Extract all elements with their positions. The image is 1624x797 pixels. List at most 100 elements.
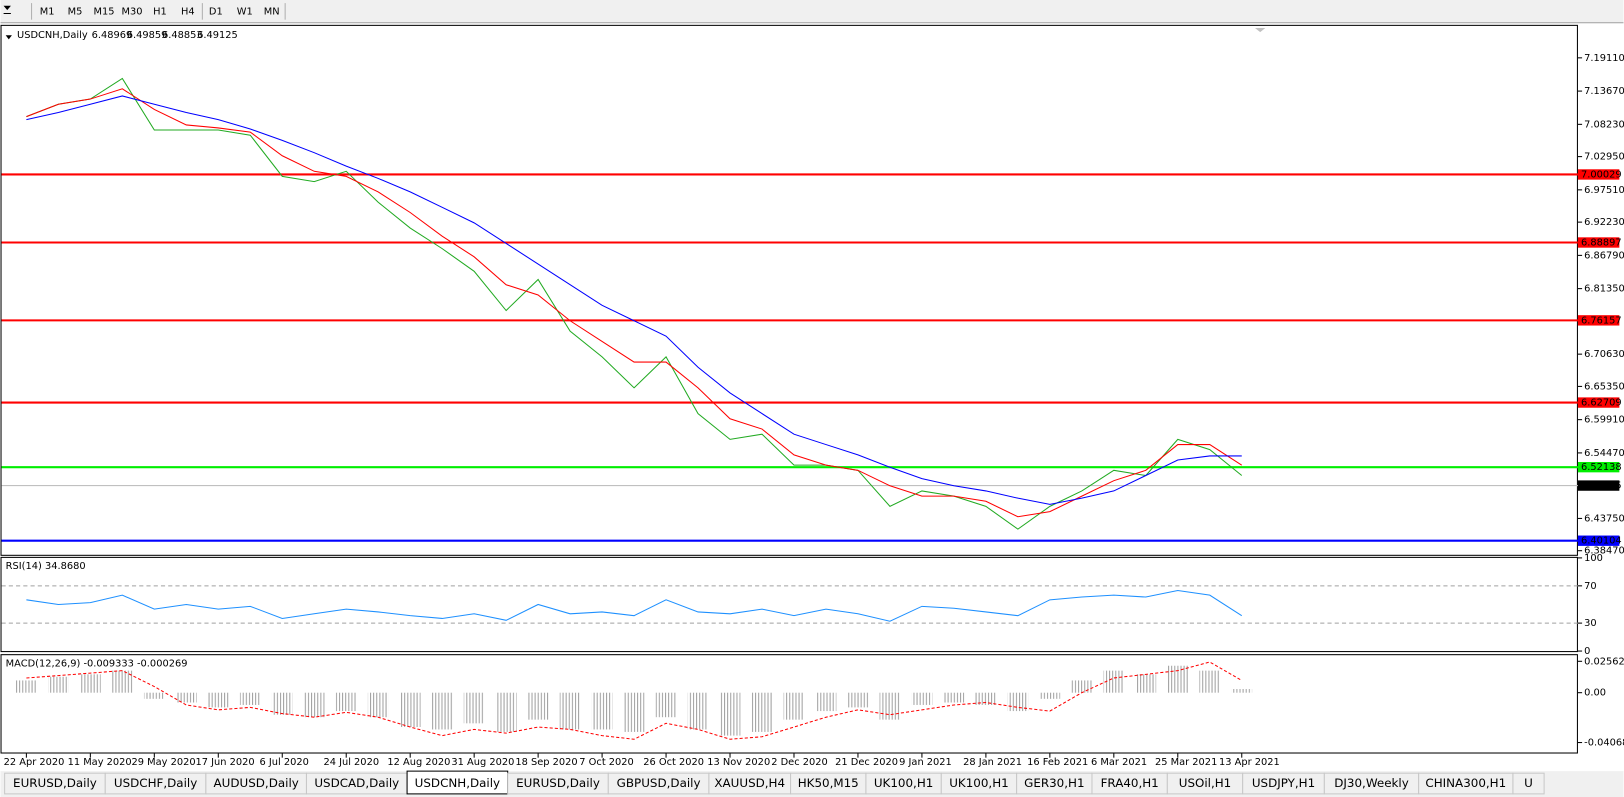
x-tick-label: 7 Oct 2020 [579,757,634,768]
macd-bar [1071,680,1093,693]
symbol-tab-label[interactable]: DJ30,Weekly [1334,776,1409,790]
y-tick-label: 6.81350 [1584,284,1624,295]
ohlc-value: 6.48853 [162,30,203,41]
y-tick-label: 7.13670 [1584,86,1624,97]
symbol-tab-label[interactable]: USDCAD,Daily [314,776,399,790]
timeframe-button-label[interactable]: M1 [40,6,55,17]
macd-bar [1135,674,1157,693]
level-label-box [1577,535,1620,546]
symbol-tab-label[interactable]: FRA40,H1 [1101,776,1159,790]
timeframe-button-label[interactable]: MN [264,6,280,17]
y-tick-label: -0.040687 [1584,738,1624,749]
timeframe-button[interactable] [119,2,145,20]
y-tick-label: 30 [1584,618,1597,629]
macd-bar [495,692,517,732]
macd-bar [1167,665,1189,693]
symbol-tab[interactable] [1512,772,1545,795]
current-price-box [1577,480,1620,491]
symbol-tab-label[interactable]: USDCHF,Daily [114,776,197,790]
macd-bar [1231,689,1253,693]
symbol-tab-label[interactable]: UK100,H1 [874,776,933,790]
timeframe-button[interactable] [175,2,201,20]
symbol-tab-label[interactable]: USOil,H1 [1179,776,1232,790]
timeframe-button-label[interactable]: D1 [209,6,223,17]
timeframe-button-label[interactable]: M30 [121,6,142,17]
ohlc-value: 6.49859 [127,30,168,41]
timeframe-button[interactable] [259,2,285,20]
macd-bar [719,692,741,736]
y-tick-label: 70 [1584,581,1597,592]
symbol-tab-label[interactable]: GBPUSD,Daily [617,776,701,790]
macd-bar [751,692,773,732]
y-tick-label: 6.92230 [1584,217,1624,228]
timeframe-button[interactable] [147,2,173,20]
timeframe-button[interactable] [91,2,117,20]
y-tick-label: 6.70630 [1584,349,1624,360]
timeframe-button-label[interactable]: M5 [68,6,83,17]
macd-bar [431,692,453,730]
timeframe-button-label[interactable]: H1 [153,6,167,17]
timeframe-button-label[interactable]: H4 [181,6,195,17]
macd-bar [335,692,357,712]
x-tick-label: 26 Oct 2020 [643,757,704,768]
macd-bar [207,692,229,708]
y-tick-label: 6.65350 [1584,381,1624,392]
symbol-tab-label[interactable]: USDCNH,Daily [415,776,500,790]
toolbar-icon [3,5,11,14]
x-tick-label: 6 Jul 2020 [259,757,308,768]
level-label: 6.62709 [1581,398,1622,409]
y-tick-label: 6.54470 [1584,448,1624,459]
indicator-title: MACD(12,26,9) -0.009333 -0.000269 [6,658,188,669]
level-label: 6.76157 [1581,315,1622,326]
symbol-title: USDCNH,Daily [17,30,88,41]
symbol-tab-label[interactable]: CHINA300,H1 [1425,776,1506,790]
y-tick-label: 0.00 [1584,688,1606,699]
price-panel [0,24,1578,556]
level-label: 7.00029 [1581,169,1622,180]
symbol-tab-label[interactable]: U [1524,776,1533,790]
timeframe-button-label[interactable]: M15 [94,6,115,17]
symbol-tab-label[interactable]: GER30,H1 [1024,776,1084,790]
symbol-tab-label[interactable]: XAUUSD,H4 [714,776,785,790]
macd-bar [879,692,901,720]
symbol-tab-label[interactable]: UK100,H1 [949,776,1008,790]
x-tick-label: 9 Jan 2021 [899,757,952,768]
y-tick-label: 7.02950 [1584,152,1624,163]
macd-bar [527,692,549,720]
symbol-menu-arrow [5,35,12,40]
y-tick-label: 7.08230 [1584,119,1624,130]
timeframe-button[interactable] [203,2,229,20]
timeframe-button-label[interactable]: W1 [237,6,253,17]
timeframe-button[interactable] [34,2,60,20]
macd-bar [687,692,709,730]
level-label-box [1577,169,1620,180]
symbol-tab-label[interactable]: AUDUSD,Daily [214,776,299,790]
y-tick-label: 0.025623 [1584,656,1624,667]
x-tick-label: 29 May 2020 [132,757,196,768]
symbol-tab-label[interactable]: HK50,M15 [798,776,859,790]
x-tick-label: 24 Jul 2020 [323,757,379,768]
symbol-tab-label[interactable]: EURUSD,Daily [516,776,600,790]
x-tick-label: 16 Feb 2021 [1027,757,1088,768]
macd-bar [271,692,293,715]
level-label-box [1577,237,1620,248]
timeframe-button[interactable] [232,2,258,20]
macd-bar [623,692,645,732]
x-tick-label: 13 Apr 2021 [1219,757,1280,768]
toolbar [0,0,1624,23]
timeframe-button[interactable] [62,2,88,20]
chart-area [0,24,1624,772]
macd-bar [783,692,805,720]
x-tick-label: 12 Aug 2020 [387,757,450,768]
y-tick-label: 0 [1584,646,1590,657]
y-tick-label: 6.86790 [1584,250,1624,261]
macd-bar [175,692,197,703]
x-tick-label: 13 Nov 2020 [707,757,770,768]
symbol-tab-label[interactable]: USDJPY,H1 [1252,776,1315,790]
macd-bar [463,692,485,724]
macd-bar [1039,692,1061,699]
moving-average [26,95,1242,505]
macd-bar [111,670,133,693]
symbol-tab-label[interactable]: EURUSD,Daily [13,776,97,790]
